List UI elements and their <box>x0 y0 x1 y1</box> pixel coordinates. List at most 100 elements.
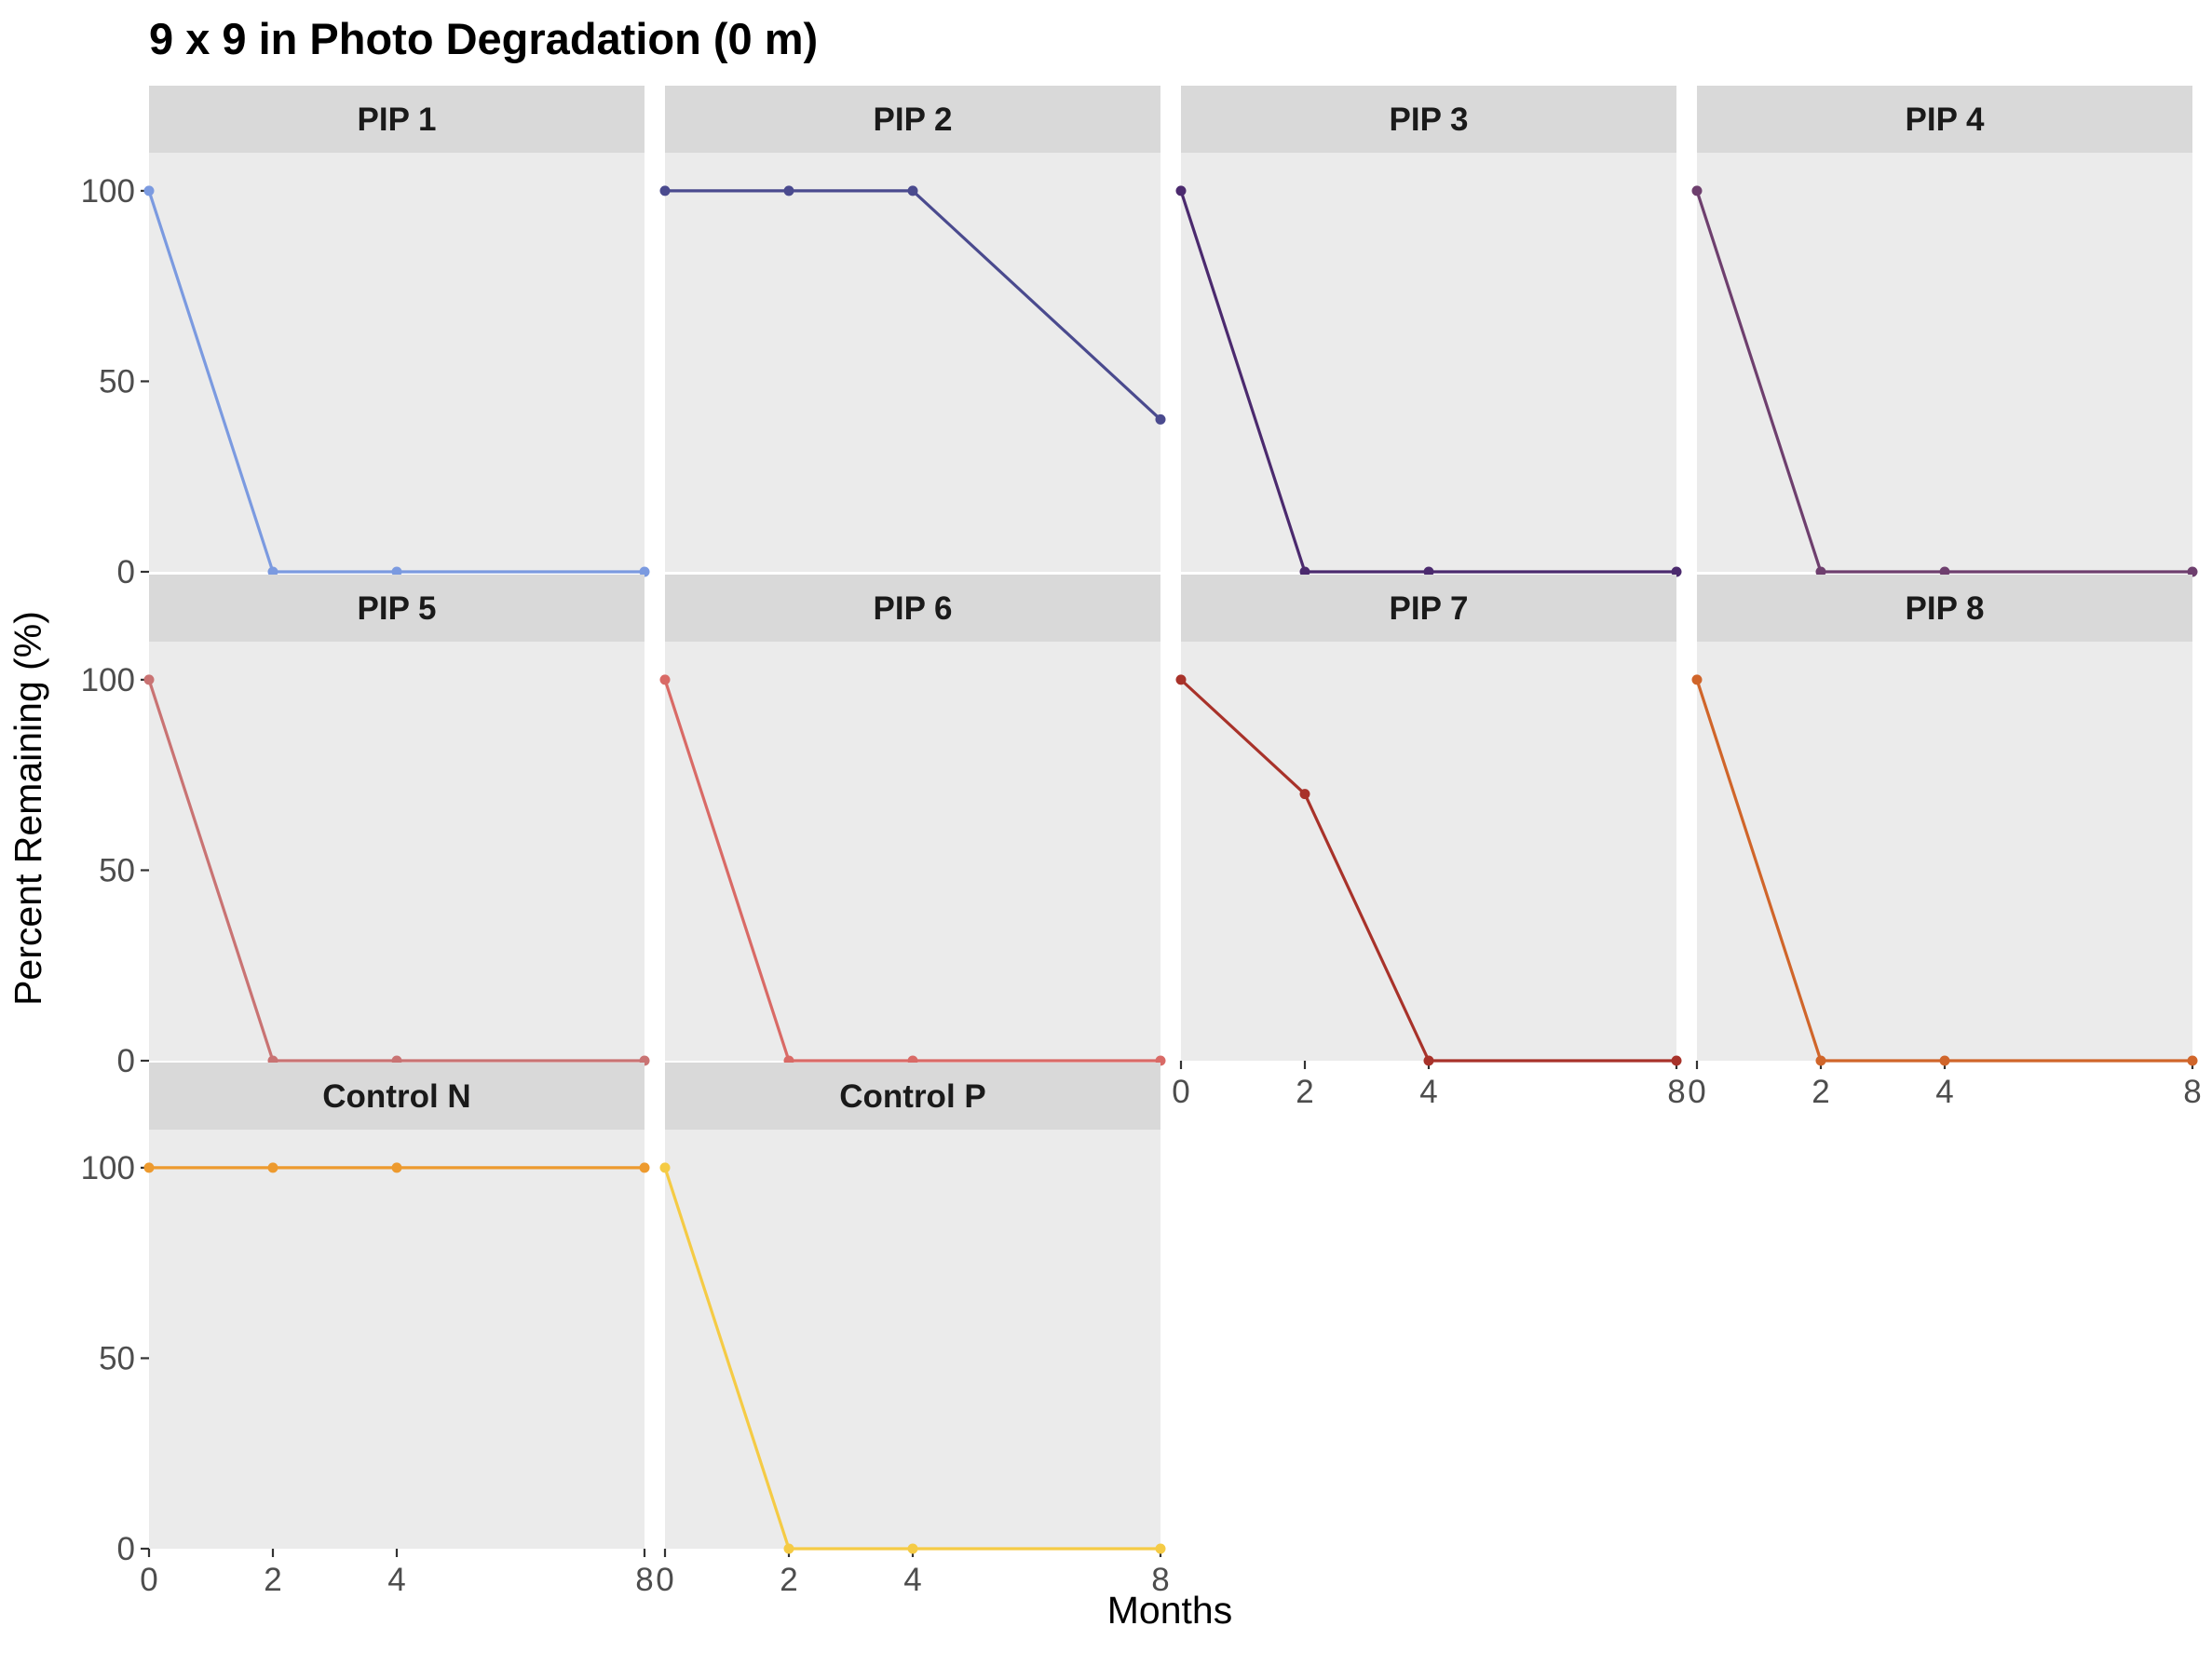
series-line-control-p <box>663 1167 1160 1551</box>
data-point <box>659 674 671 685</box>
series-line-pip-7 <box>1179 678 1676 1063</box>
panel-strip-label: PIP 8 <box>1906 590 1985 627</box>
data-point <box>1671 566 1682 577</box>
x-tick-label: 4 <box>1419 1074 1437 1110</box>
data-point <box>1671 1055 1682 1066</box>
panel-strip <box>1181 86 1676 153</box>
panel-strip-label: Control N <box>322 1078 470 1115</box>
panel-background <box>1697 642 2192 1061</box>
series-line-pip-1 <box>147 190 645 574</box>
panel-strip <box>1697 86 2192 153</box>
data-point <box>659 1162 671 1173</box>
data-point <box>267 566 278 577</box>
panel-strip <box>149 1063 645 1130</box>
panel-strip <box>149 575 645 642</box>
data-point <box>639 566 650 577</box>
panel-pip-1: PIP 1 0 50 100 <box>81 86 650 590</box>
x-tick-label: 4 <box>903 1562 921 1598</box>
data-point <box>783 185 794 196</box>
y-tick-label: 50 <box>99 1340 135 1376</box>
panel-background <box>149 153 645 572</box>
panel-background <box>1181 153 1676 572</box>
data-point <box>1299 789 1310 800</box>
panel-background <box>665 1130 1160 1549</box>
panel-control-p: Control P 0 2 4 8 <box>656 1063 1170 1598</box>
data-point <box>1815 566 1826 577</box>
data-point <box>391 566 402 577</box>
panel-pip-4: PIP 4 <box>1691 86 2198 577</box>
x-tick-label: 0 <box>1688 1074 1705 1110</box>
series-line-pip-8 <box>1695 679 2192 1063</box>
y-tick-label: 0 <box>117 554 135 590</box>
x-tick-label: 8 <box>635 1562 653 1598</box>
x-tick-label: 0 <box>656 1562 673 1598</box>
panel-control-n: Control N 0 50 100 0 2 4 8 <box>81 1063 654 1598</box>
panel-pip-2: PIP 2 <box>659 86 1166 572</box>
data-point <box>2187 566 2198 577</box>
data-point <box>143 185 155 196</box>
data-point <box>1155 1543 1166 1554</box>
x-tick-label: 8 <box>2183 1074 2201 1110</box>
series-line-pip-4 <box>1695 190 2192 574</box>
panel-background <box>665 153 1160 572</box>
x-tick-label: 2 <box>780 1562 797 1598</box>
data-point <box>907 185 918 196</box>
panel-strip <box>665 1063 1160 1130</box>
data-point <box>267 1162 278 1173</box>
panel-pip-7: PIP 7 0 2 4 8 <box>1172 575 1686 1110</box>
y-tick-label: 100 <box>81 173 135 210</box>
data-point <box>1175 185 1187 196</box>
x-tick-label: 2 <box>1296 1074 1313 1110</box>
panel-background <box>1697 153 2192 572</box>
x-tick-label: 8 <box>1667 1074 1685 1110</box>
x-tick-label: 2 <box>264 1562 281 1598</box>
data-point <box>639 1162 650 1173</box>
panel-background <box>149 1130 645 1549</box>
data-point <box>143 674 155 685</box>
y-tick-label: 100 <box>81 1150 135 1186</box>
panel-strip <box>1181 575 1676 642</box>
panel-strip-label: Control P <box>839 1078 985 1115</box>
panel-pip-6: PIP 6 <box>659 575 1166 1066</box>
x-tick-label: 0 <box>140 1562 157 1598</box>
x-axis-title: Months <box>1107 1589 1232 1632</box>
series-line-pip-3 <box>1179 190 1676 574</box>
series-line-pip-2 <box>665 189 1162 421</box>
data-point <box>143 1162 155 1173</box>
data-point <box>1423 566 1434 577</box>
data-point <box>1939 1055 1950 1066</box>
data-point <box>1423 1055 1434 1066</box>
data-point <box>659 185 671 196</box>
y-tick-label: 0 <box>117 1531 135 1567</box>
panel-strip <box>665 86 1160 153</box>
panel-strip-label: PIP 3 <box>1390 102 1469 138</box>
panel-pip-5: PIP 5 0 50 100 <box>81 575 650 1079</box>
panel-background <box>1181 642 1676 1061</box>
x-tick-label: 4 <box>387 1562 405 1598</box>
panel-strip <box>1697 575 2192 642</box>
panel-strip-label: PIP 6 <box>874 590 953 627</box>
panel-strip-label: PIP 2 <box>874 102 953 138</box>
data-point <box>1299 566 1310 577</box>
x-tick-label: 8 <box>1151 1562 1169 1598</box>
panel-background <box>149 642 645 1061</box>
y-tick-label: 50 <box>99 363 135 400</box>
x-tick-label: 0 <box>1172 1074 1189 1110</box>
panel-pip-3: PIP 3 <box>1175 86 1682 577</box>
panel-strip <box>149 86 645 153</box>
y-tick-label: 100 <box>81 662 135 698</box>
panel-strip-label: PIP 7 <box>1390 590 1469 627</box>
x-tick-label: 4 <box>1935 1074 1953 1110</box>
data-point <box>1691 185 1703 196</box>
series-line-pip-5 <box>147 679 645 1063</box>
data-point <box>2187 1055 2198 1066</box>
panel-background <box>665 642 1160 1061</box>
data-point <box>391 1162 402 1173</box>
y-tick-label: 50 <box>99 852 135 888</box>
data-point <box>1691 674 1703 685</box>
data-point <box>1939 566 1950 577</box>
panel-strip-label: PIP 1 <box>358 102 437 138</box>
y-tick-label: 0 <box>117 1043 135 1079</box>
